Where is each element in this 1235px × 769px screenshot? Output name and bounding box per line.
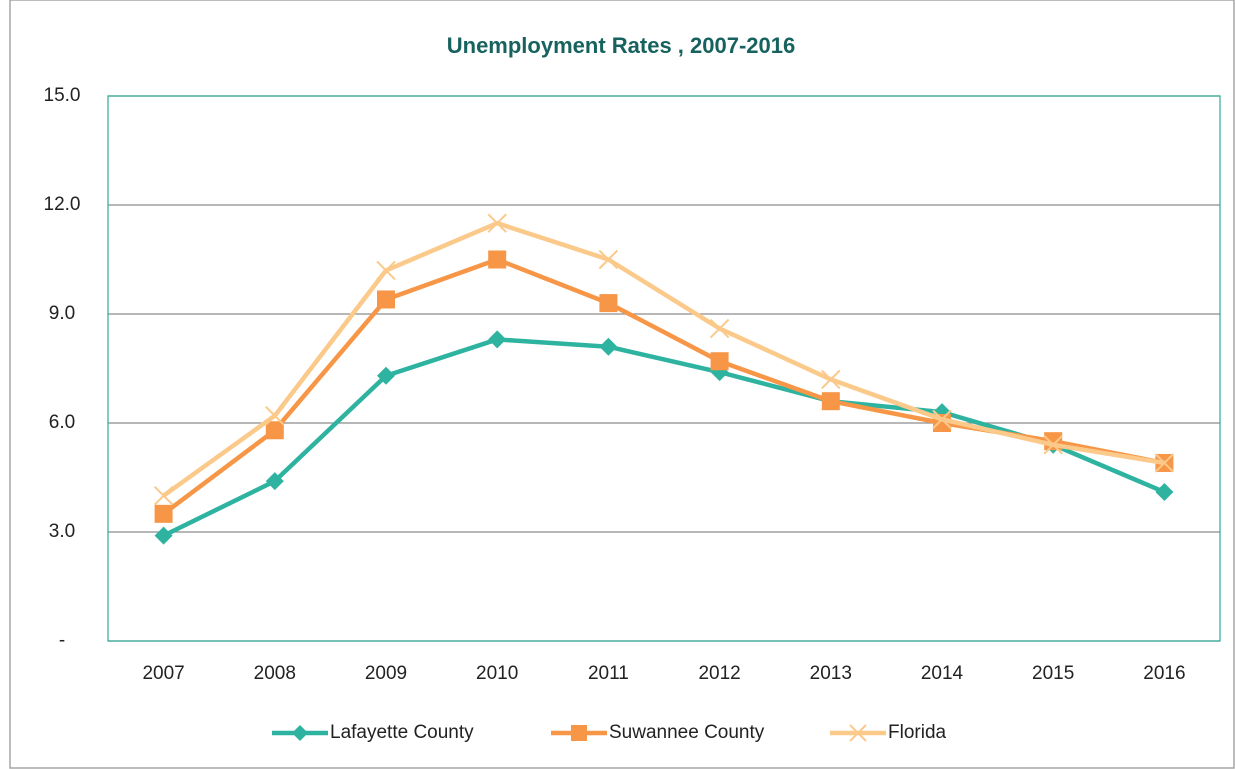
x-tick-label: 2016 (1143, 663, 1185, 684)
y-tick-label: 15.0 (44, 85, 81, 106)
marker (932, 409, 952, 430)
marker (1043, 435, 1063, 455)
marker (265, 472, 284, 491)
y-tick-label: 12.0 (44, 194, 81, 215)
marker (598, 249, 619, 270)
marker (849, 724, 867, 742)
marker (376, 260, 396, 281)
marker (377, 366, 395, 385)
y-tick-label: - (59, 630, 65, 651)
legend-label: Lafayette County (330, 722, 474, 743)
marker (1155, 483, 1174, 502)
x-tick-label: 2010 (476, 663, 518, 684)
marker (487, 213, 507, 233)
marker (153, 485, 174, 506)
marker (488, 250, 507, 269)
marker (599, 337, 618, 356)
y-tick-label: 3.0 (49, 521, 75, 542)
marker (265, 421, 284, 440)
y-tick-label: 6.0 (49, 412, 75, 433)
x-tick-label: 2007 (142, 663, 184, 684)
marker (292, 725, 308, 741)
chart-title: Unemployment Rates , 2007-2016 (447, 33, 796, 58)
marker (1154, 453, 1175, 473)
x-tick-label: 2008 (254, 663, 296, 684)
series-line (162, 220, 1165, 498)
marker (710, 352, 729, 371)
marker (265, 406, 285, 426)
legend-label: Florida (888, 722, 947, 743)
marker (154, 504, 173, 523)
marker (154, 526, 173, 545)
marker (571, 725, 587, 741)
marker (377, 290, 395, 309)
x-tick-label: 2014 (921, 663, 964, 684)
x-tick-label: 2015 (1032, 663, 1074, 684)
y-tick-label: 9.0 (49, 303, 75, 324)
legend-label: Suwannee County (609, 722, 765, 743)
series-line (162, 337, 1166, 538)
plot-border (107, 95, 1221, 642)
marker (821, 369, 841, 390)
x-tick-label: 2012 (698, 663, 740, 684)
x-tick-label: 2011 (588, 663, 629, 684)
marker (599, 294, 618, 313)
marker (709, 318, 730, 339)
x-tick-label: 2009 (365, 663, 407, 684)
x-tick-label: 2013 (810, 663, 852, 684)
marker (821, 392, 840, 411)
marker (488, 330, 507, 349)
chart-border (9, 0, 1235, 769)
